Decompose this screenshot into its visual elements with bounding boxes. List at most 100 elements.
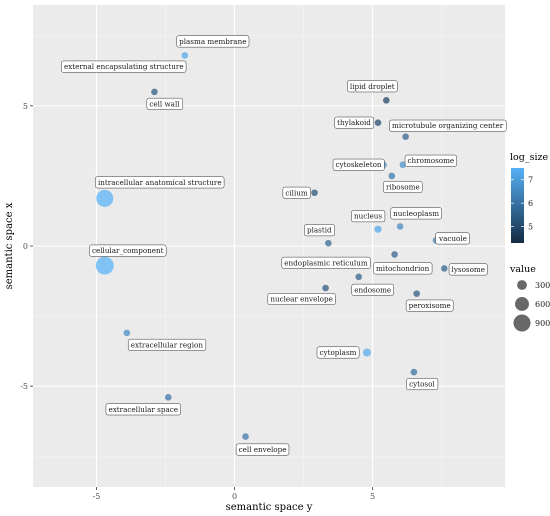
data-point [402,133,409,141]
size-legend-key [513,314,531,332]
data-point [95,256,114,275]
point-label: peroxisome [405,299,454,312]
point-label: lipid droplet [347,80,398,93]
point-label: plasma membrane [176,35,250,48]
color-legend-label: 6 [528,199,533,208]
color-legend-label: 7 [528,176,533,185]
data-point [151,88,158,96]
size-legend-title: value [509,264,536,275]
point-label-box [373,262,433,275]
point-label-box [176,35,250,48]
point-label-text: lysosome [452,265,485,274]
point-label: plastid [304,224,335,237]
data-point [440,265,448,272]
point-label-box [281,256,371,269]
size-legend-label: 900 [535,319,550,328]
data-point [410,368,418,376]
point-label: mitochondrion [373,262,433,275]
point-label-text: vacuole [438,234,467,243]
point-label-box [89,244,167,257]
point-label: lysosome [448,263,488,276]
data-point [374,225,382,233]
point-label-box [127,338,207,351]
point-label-box [448,263,488,276]
point-label-box [267,293,336,305]
point-label-box [146,97,183,110]
point-label: cell wall [146,97,183,110]
point-label: vacuole [435,232,470,245]
point-label-text: cytoplasm [319,348,356,357]
point-label-text: lipid droplet [350,82,395,91]
point-label-text: microtubule organizing center [392,121,504,130]
point-label-text: peroxisome [409,301,451,310]
point-label-text: cell envelope [239,445,287,454]
point-label-text: intracellular anatomical structure [98,178,222,187]
x-tick-label: 5 [370,492,375,501]
point-label-box [406,378,439,391]
point-label-box [390,207,442,220]
axis-layer: -5 0 5 -5 0 5 [20,102,375,501]
point-label-text: cytosol [409,380,435,389]
point-label: thylakoid [334,116,375,129]
point-label-box [61,60,187,73]
point-label-text: plasma membrane [179,37,246,46]
point-label-text: thylakoid [337,118,371,127]
point-label-box [404,154,457,167]
point-label-box [235,443,290,456]
point-label-box [383,180,423,193]
point-label-text: nucleoplasm [393,209,439,218]
point-label: ribosome [383,180,423,193]
y-tick-label: 5 [23,102,28,111]
color-legend-title: log_size [510,152,549,163]
point-label-text: external encapsulating structure [64,62,184,71]
size-legend-key [517,280,527,290]
x-tick-label: 0 [232,492,237,501]
point-label: cytoplasm [316,346,360,359]
data-point [322,284,329,292]
point-label-box [351,210,386,223]
point-label-text: endoplasmic reticulum [284,258,368,267]
point-label-box [304,224,335,237]
legend: log_size value 5 6 7 300 600 900 [509,152,550,332]
point-label-text: mitochondrion [376,264,430,273]
point-label-box [435,232,470,245]
point-label-text: cell wall [149,99,180,108]
data-point [181,52,189,59]
point-label: cytosol [406,378,439,391]
point-label: endoplasmic reticulum [281,256,371,269]
x-tick-label: -5 [93,492,101,501]
data-point [325,239,332,247]
size-legend-label: 600 [535,300,550,309]
point-label-text: ribosome [386,182,420,191]
point-label-text: nuclear envelope [270,295,333,304]
point-label: extracellular space [105,403,181,416]
point-label-text: extracellular region [131,340,204,349]
data-point [123,329,131,337]
point-label-text: endosome [354,285,391,294]
y-tick-label: -5 [20,382,28,391]
point-label-text: plastid [307,226,332,235]
data-point [362,348,372,357]
point-label: external encapsulating structure [61,60,187,73]
point-label: nucleus [351,210,386,223]
point-label-text: nucleus [354,212,382,221]
point-label: endosome [351,283,394,296]
point-label-text: cytoskeleton [336,160,382,169]
y-axis-title: semantic space x [4,202,15,289]
point-label-box [332,158,385,171]
point-label-box [282,186,311,199]
color-legend-label: 5 [528,223,533,232]
data-point [96,189,114,207]
point-label: nucleoplasm [390,207,442,220]
data-point [311,189,318,197]
x-axis-title: semantic space y [226,502,313,513]
point-label-box [95,176,225,189]
point-label-box [105,403,181,416]
point-label-box [347,80,398,93]
point-label-text: extracellular space [108,405,178,414]
data-point [391,251,398,258]
point-label-box [316,346,360,359]
data-point [399,161,407,169]
data-point [242,433,249,440]
